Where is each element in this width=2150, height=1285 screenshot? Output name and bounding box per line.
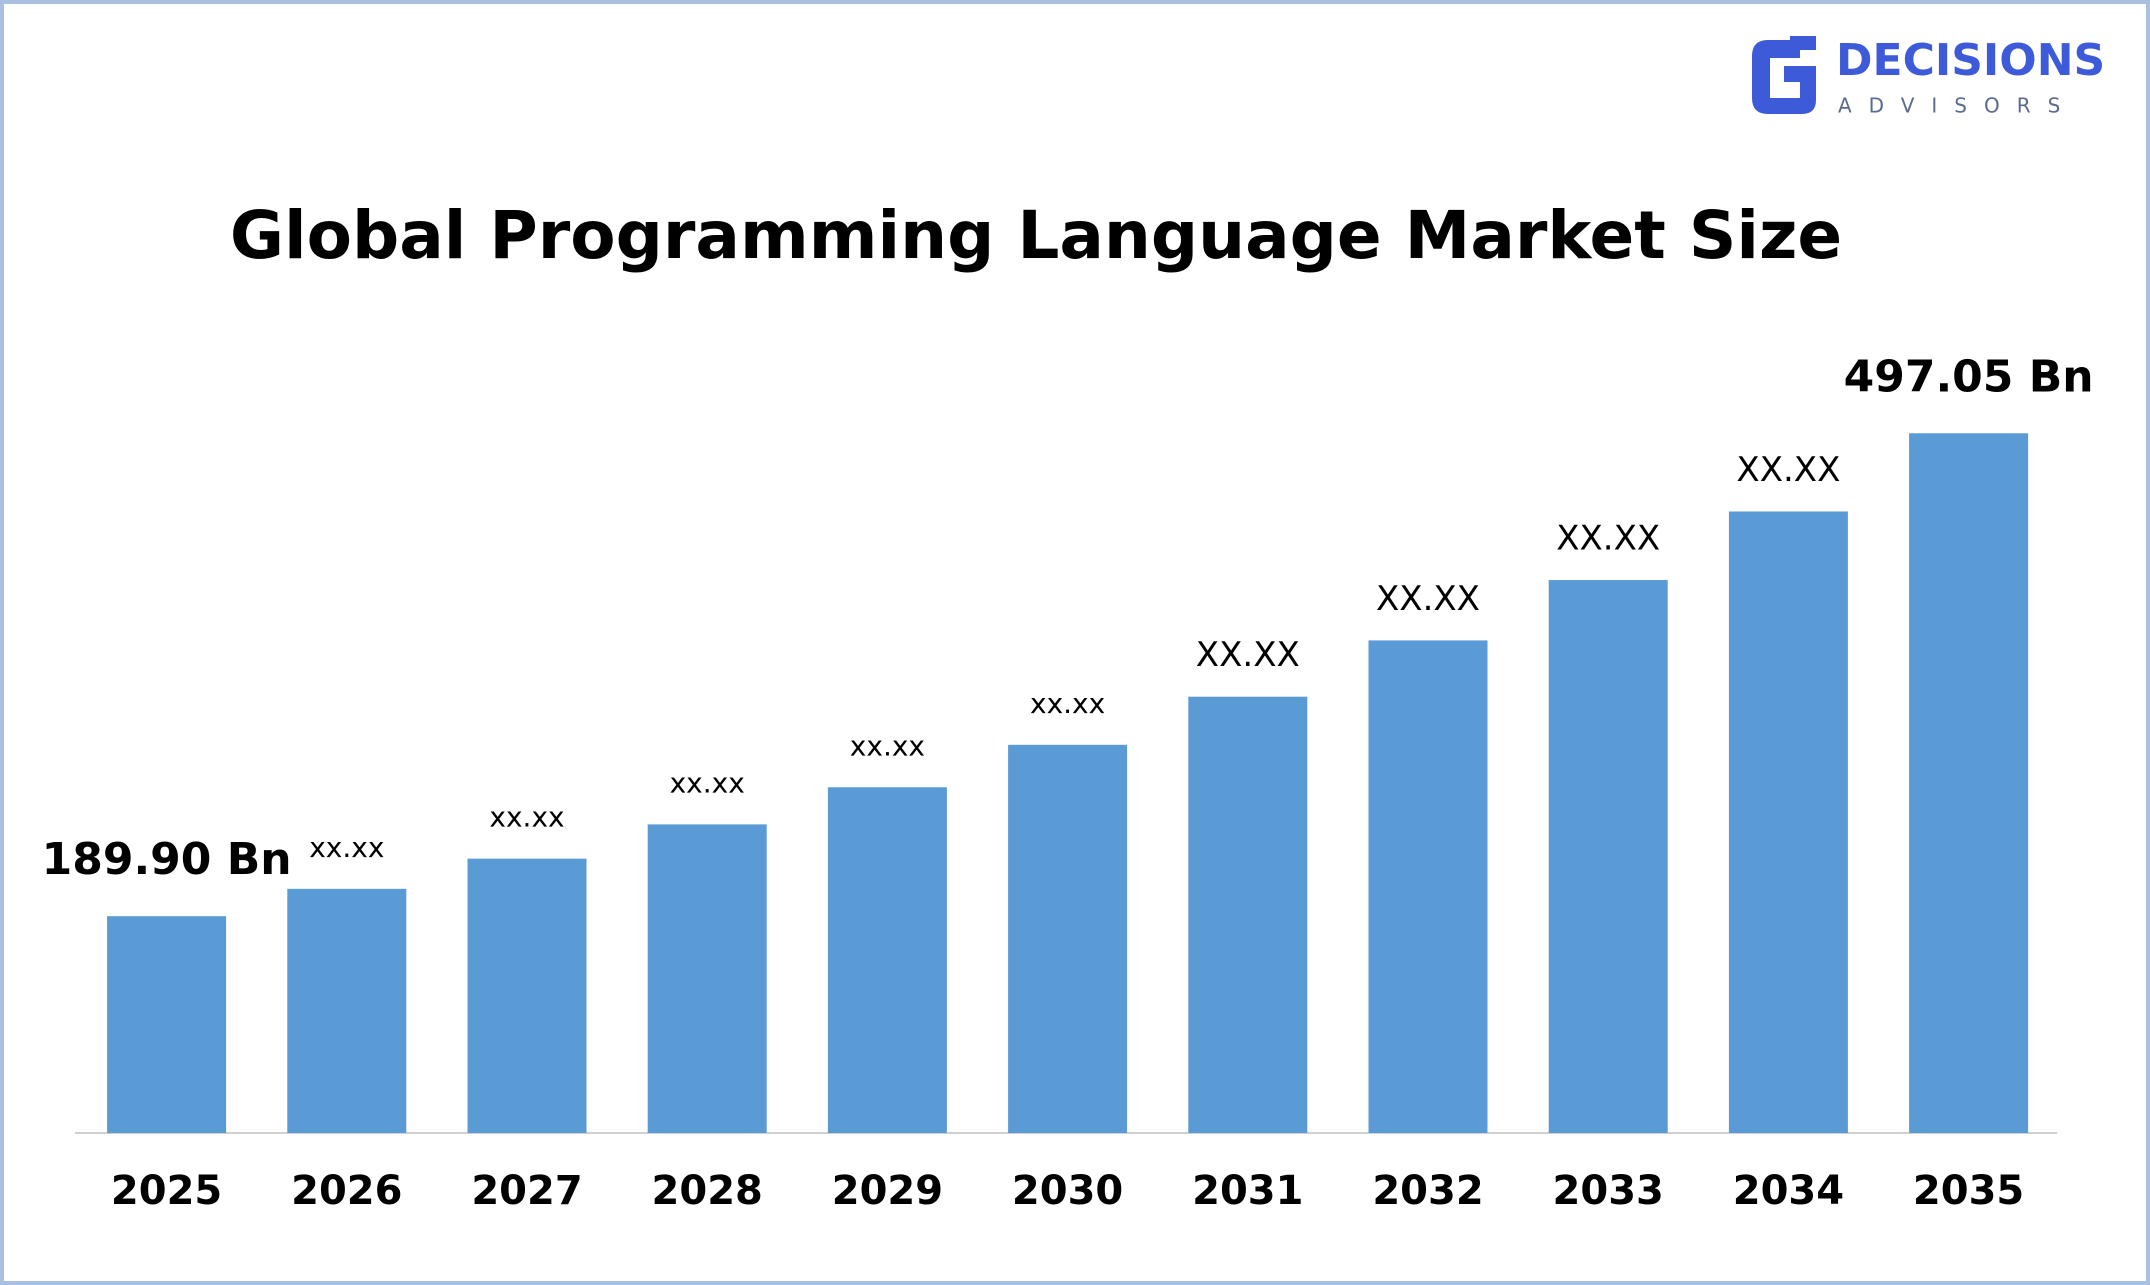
x-tick-label: 2032: [1372, 1168, 1483, 1214]
bar: [1368, 640, 1488, 1133]
bar: [827, 787, 947, 1133]
bar: [1728, 511, 1848, 1133]
logo: DECISIONS ADVISORS: [1752, 35, 2105, 118]
data-label: XX.XX: [1376, 579, 1480, 619]
logo-icon-accent: [1790, 36, 1816, 50]
data-label: xx.xx: [309, 831, 384, 864]
data-label: 189.90 Bn: [42, 834, 292, 885]
data-label: xx.xx: [1030, 687, 1105, 720]
x-tick-label: 2030: [1012, 1168, 1123, 1214]
bar: [647, 824, 767, 1133]
logo-tagline: ADVISORS: [1838, 94, 2077, 118]
data-label: 497.05 Bn: [1844, 351, 2094, 402]
logo-name: DECISIONS: [1836, 35, 2105, 86]
x-tick-label: 2027: [471, 1168, 582, 1214]
data-label: XX.XX: [1736, 450, 1840, 490]
x-tick-label: 2026: [291, 1168, 402, 1214]
bar: [1008, 744, 1128, 1133]
logo-icon: [1752, 40, 1816, 114]
data-label: xx.xx: [850, 729, 925, 762]
chart-title: Global Programming Language Market Size: [230, 197, 1842, 274]
bar: [1548, 580, 1668, 1133]
x-tick-label: 2033: [1553, 1168, 1664, 1214]
data-label: XX.XX: [1556, 519, 1660, 559]
x-tick-label: 2031: [1192, 1168, 1303, 1214]
bar: [1188, 696, 1308, 1133]
x-tick-label: 2025: [111, 1168, 222, 1214]
x-tick-label: 2028: [652, 1168, 763, 1214]
data-label: xx.xx: [670, 766, 745, 799]
data-label: XX.XX: [1196, 635, 1300, 675]
bar: [1909, 433, 2029, 1134]
x-tick-label: 2029: [832, 1168, 943, 1214]
bar: [287, 888, 407, 1133]
bar: [467, 858, 587, 1133]
data-label: xx.xx: [489, 801, 564, 834]
x-tick-label: 2034: [1733, 1168, 1844, 1214]
x-tick-label: 2035: [1913, 1168, 2024, 1214]
bar: [107, 916, 227, 1133]
